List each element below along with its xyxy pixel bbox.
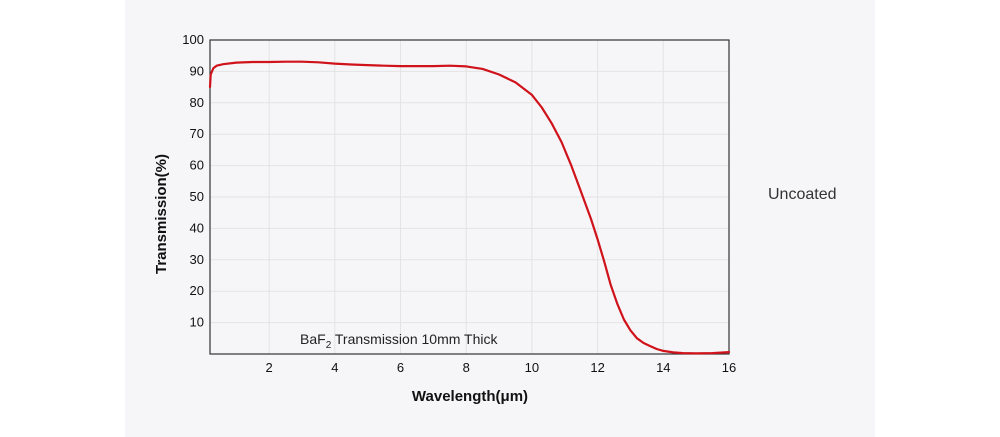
series-layer bbox=[208, 60, 731, 355]
y-tick-label: 10 bbox=[190, 315, 204, 330]
x-tick-label: 12 bbox=[590, 360, 604, 375]
y-tick-label: 50 bbox=[190, 189, 204, 204]
x-tick-label: 8 bbox=[463, 360, 470, 375]
grid-lines bbox=[210, 40, 729, 354]
y-tick-label: 80 bbox=[190, 95, 204, 110]
y-tick-label: 70 bbox=[190, 126, 204, 141]
x-tick-label: 14 bbox=[656, 360, 670, 375]
y-tick-label: 30 bbox=[190, 252, 204, 267]
x-tick-label: 2 bbox=[266, 360, 273, 375]
y-tick-label: 90 bbox=[190, 63, 204, 78]
y-tick-label: 100 bbox=[182, 32, 204, 47]
y-tick-labels: 10 20 30 40 50 60 70 80 90 100 bbox=[182, 32, 204, 330]
annotation-subscript: 2 bbox=[326, 340, 332, 351]
x-tick-label: 4 bbox=[331, 360, 338, 375]
annotation-suffix: Transmission 10mm Thick bbox=[331, 331, 498, 347]
plot-frame bbox=[209, 39, 730, 355]
x-tick-label: 10 bbox=[525, 360, 539, 375]
chart-annotation: BaF2 Transmission 10mm Thick bbox=[300, 331, 498, 351]
coating-label: Uncoated bbox=[768, 186, 837, 203]
y-tick-label: 20 bbox=[190, 283, 204, 298]
annotation-prefix: BaF bbox=[300, 331, 326, 347]
x-tick-labels: 2 4 6 8 10 12 14 16 bbox=[266, 360, 737, 375]
y-axis-title: Transmission(%) bbox=[153, 154, 170, 274]
x-axis-title: Wavelength(μm) bbox=[412, 388, 528, 405]
x-tick-label: 16 bbox=[722, 360, 736, 375]
y-tick-label: 60 bbox=[190, 158, 204, 173]
y-tick-label: 40 bbox=[190, 220, 204, 235]
chart-panel bbox=[125, 0, 875, 437]
transmission-curve bbox=[208, 60, 731, 355]
x-tick-label: 6 bbox=[397, 360, 404, 375]
